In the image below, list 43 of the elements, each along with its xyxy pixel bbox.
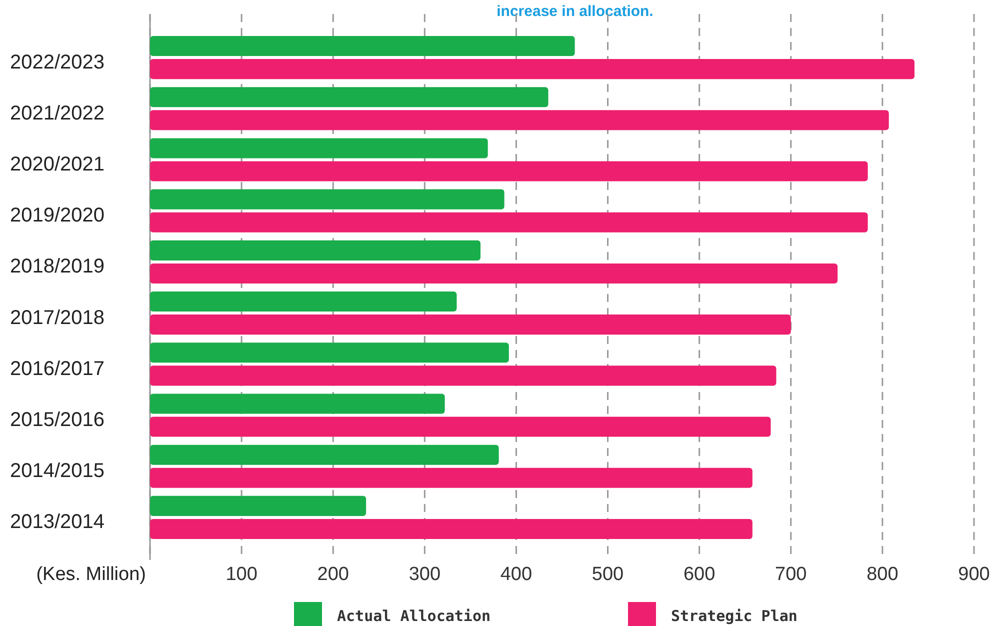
bar (150, 263, 838, 284)
bar (150, 366, 776, 386)
y-tick-label: 2020/2021 (10, 154, 105, 176)
x-tick-label: 400 (500, 564, 532, 585)
x-tick-label: 300 (408, 564, 441, 585)
bar (150, 468, 752, 488)
legend-label: Strategic Plan (671, 607, 798, 625)
y-tick-label: 2022/2023 (10, 51, 105, 74)
x-tick-label: 100 (226, 564, 258, 585)
x-tick-label: 900 (958, 564, 990, 585)
y-tick-label: 2016/2017 (10, 358, 105, 380)
bar (150, 87, 548, 108)
bar (150, 444, 499, 465)
x-tick-label: 600 (683, 564, 716, 585)
bar (150, 138, 488, 158)
bar (150, 416, 771, 437)
y-tick-label: 2019/2020 (10, 204, 105, 227)
chart-title: increase in allocation. (496, 3, 654, 20)
y-tick-label: 2013/2014 (10, 511, 105, 534)
bar (150, 59, 914, 80)
bar (150, 342, 509, 363)
y-tick-label: 2018/2019 (10, 256, 105, 278)
bar (150, 161, 868, 182)
y-tick-label: 2017/2018 (10, 306, 105, 329)
x-tick-label: 500 (592, 564, 624, 585)
y-tick-label: 2014/2015 (10, 460, 105, 482)
x-tick-label: 800 (866, 564, 898, 585)
x-axis-title: (Kes. Million) (36, 564, 146, 585)
x-tick-label: 200 (317, 564, 349, 585)
y-tick-label: 2015/2016 (10, 409, 105, 432)
bar (150, 292, 457, 312)
bar (150, 518, 752, 539)
bar (150, 314, 791, 335)
bar (150, 240, 481, 260)
bar (150, 110, 889, 130)
bar (150, 212, 868, 232)
bar (150, 394, 445, 414)
bar (150, 189, 504, 210)
x-tick-label: 700 (775, 564, 807, 585)
bar (150, 496, 366, 516)
legend-label: Actual Allocation (337, 607, 491, 625)
y-tick-label: 2021/2022 (10, 102, 105, 124)
bar (150, 36, 575, 56)
